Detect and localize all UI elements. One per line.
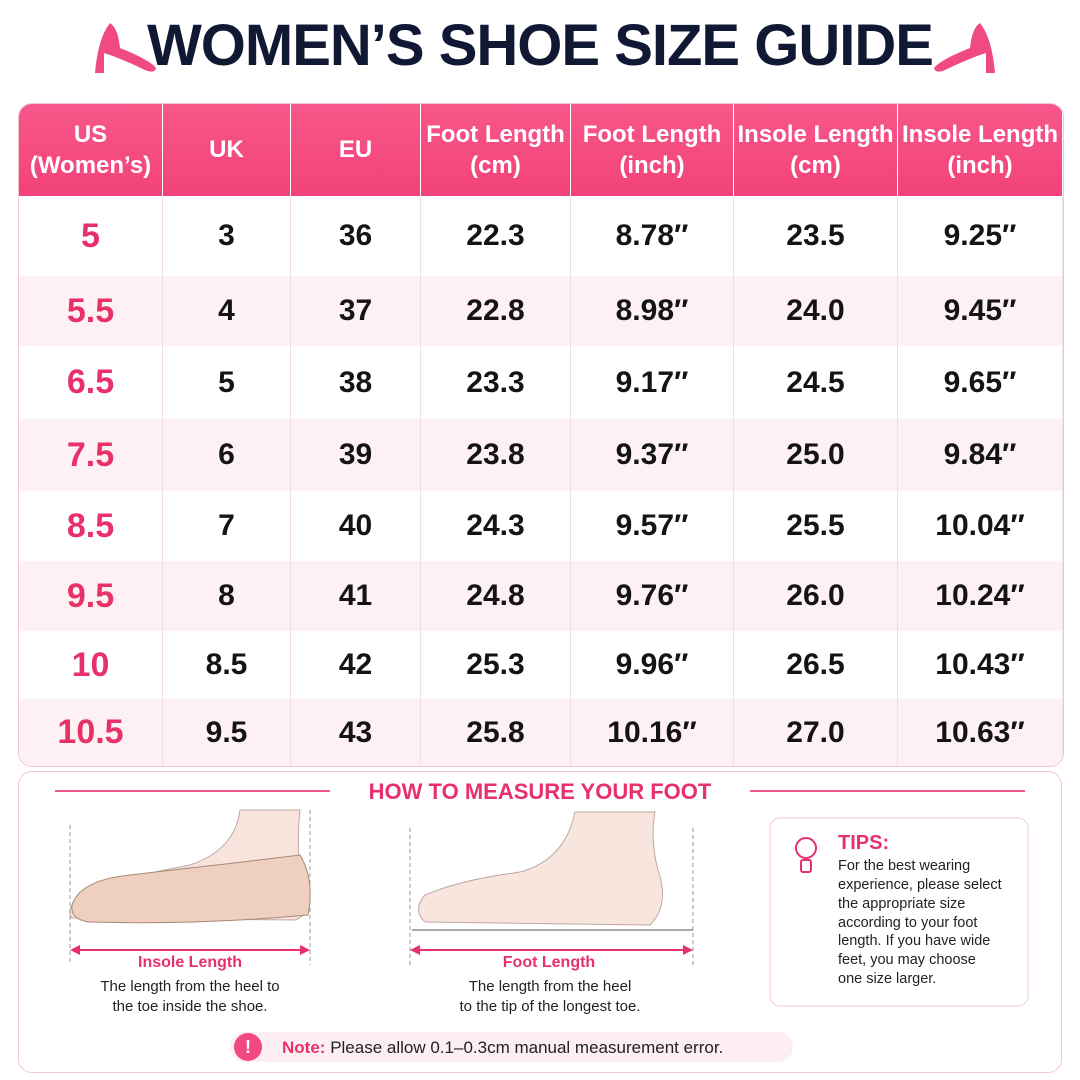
cell: 22.3 bbox=[421, 196, 571, 276]
cell: 25.0 bbox=[734, 419, 898, 491]
insole-label: Insole Length bbox=[138, 954, 242, 971]
cell: 26.0 bbox=[734, 561, 898, 631]
cell: 10.43″ bbox=[898, 631, 1063, 699]
note: Note: Please allow 0.1–0.3cm manual meas… bbox=[282, 1038, 723, 1058]
us-size: 5 bbox=[19, 196, 163, 276]
column-header: Insole Length (cm) bbox=[734, 104, 898, 196]
cell: 9.17″ bbox=[571, 346, 734, 419]
cell: 43 bbox=[291, 699, 421, 766]
us-size: 6.5 bbox=[19, 346, 163, 419]
cell: 25.3 bbox=[421, 631, 571, 699]
column-header: Foot Length (inch) bbox=[571, 104, 734, 196]
measure-title: HOW TO MEASURE YOUR FOOT bbox=[369, 779, 712, 804]
note-text: Please allow 0.1–0.3cm manual measuremen… bbox=[330, 1038, 724, 1057]
measure-panel bbox=[18, 771, 1062, 1073]
cell: 5 bbox=[163, 346, 291, 419]
cell: 8.78″ bbox=[571, 196, 734, 276]
note-pill bbox=[230, 1032, 793, 1062]
cell: 24.8 bbox=[421, 561, 571, 631]
cell: 9.57″ bbox=[571, 491, 734, 561]
cell: 10.63″ bbox=[898, 699, 1063, 766]
cell: 23.3 bbox=[421, 346, 571, 419]
column-header: EU bbox=[291, 104, 421, 196]
cell: 3 bbox=[163, 196, 291, 276]
svg-text:!: ! bbox=[245, 1037, 251, 1057]
tips-box bbox=[769, 817, 1029, 1007]
us-size: 9.5 bbox=[19, 561, 163, 631]
cell: 9.37″ bbox=[571, 419, 734, 491]
foot-illustration bbox=[418, 811, 663, 926]
cell: 24.3 bbox=[421, 491, 571, 561]
tips-text: For the best wearing experience, please … bbox=[838, 858, 1002, 988]
column-header: US (Women’s) bbox=[19, 104, 163, 196]
cell: 9.96″ bbox=[571, 631, 734, 699]
cell: 9.5 bbox=[163, 699, 291, 766]
cell: 27.0 bbox=[734, 699, 898, 766]
cell: 40 bbox=[291, 491, 421, 561]
cell: 9.45″ bbox=[898, 276, 1063, 346]
us-size: 7.5 bbox=[19, 419, 163, 491]
cell: 24.0 bbox=[734, 276, 898, 346]
cell: 22.8 bbox=[421, 276, 571, 346]
cell: 42 bbox=[291, 631, 421, 699]
cell: 38 bbox=[291, 346, 421, 419]
cell: 10.16″ bbox=[571, 699, 734, 766]
cell: 39 bbox=[291, 419, 421, 491]
column-header: UK bbox=[163, 104, 291, 196]
cell: 9.25″ bbox=[898, 196, 1063, 276]
foot-label: Foot Length bbox=[503, 954, 595, 971]
cell: 36 bbox=[291, 196, 421, 276]
us-size: 10.5 bbox=[19, 699, 163, 766]
cell: 9.76″ bbox=[571, 561, 734, 631]
title: WOMEN’S SHOE SIZE GUIDE bbox=[147, 13, 934, 78]
cell: 23.8 bbox=[421, 419, 571, 491]
cell: 9.84″ bbox=[898, 419, 1063, 491]
heel-icon bbox=[934, 23, 995, 73]
cell: 8.5 bbox=[163, 631, 291, 699]
cell: 10.04″ bbox=[898, 491, 1063, 561]
us-size: 8.5 bbox=[19, 491, 163, 561]
cell: 8.98″ bbox=[571, 276, 734, 346]
cell: 25.8 bbox=[421, 699, 571, 766]
cell: 9.65″ bbox=[898, 346, 1063, 419]
column-header: Foot Length (cm) bbox=[421, 104, 571, 196]
heel-icon bbox=[95, 23, 156, 73]
cell: 7 bbox=[163, 491, 291, 561]
cell: 4 bbox=[163, 276, 291, 346]
cell: 26.5 bbox=[734, 631, 898, 699]
us-size: 5.5 bbox=[19, 276, 163, 346]
cell: 8 bbox=[163, 561, 291, 631]
cell: 41 bbox=[291, 561, 421, 631]
cell: 24.5 bbox=[734, 346, 898, 419]
size-table: US (Women’s) UK EU Foot Length (cm) Foot Len… bbox=[18, 103, 1064, 767]
cell: 23.5 bbox=[734, 196, 898, 276]
tips-title: TIPS: bbox=[838, 832, 889, 854]
cell: 6 bbox=[163, 419, 291, 491]
cell: 10.24″ bbox=[898, 561, 1063, 631]
cell: 37 bbox=[291, 276, 421, 346]
foot-description: The length from the heel to the tip of t… bbox=[459, 978, 641, 1016]
cell: 25.5 bbox=[734, 491, 898, 561]
us-size: 10 bbox=[19, 631, 163, 699]
insole-description: The length from the heel to the toe insi… bbox=[100, 978, 280, 1016]
column-header: Insole Length (inch) bbox=[898, 104, 1063, 196]
note-label: Note: bbox=[282, 1038, 326, 1057]
